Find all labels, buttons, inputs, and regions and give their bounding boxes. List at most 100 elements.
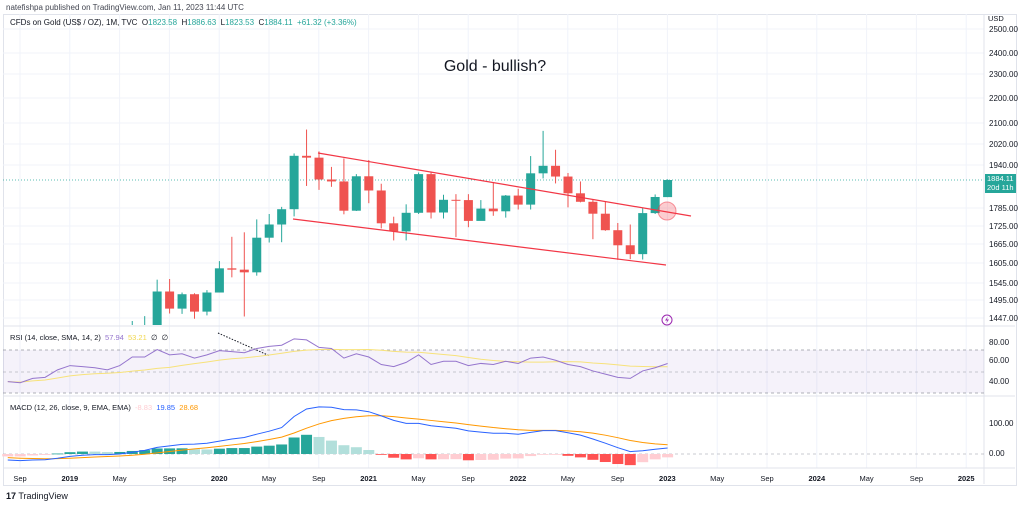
macd-histogram-bar	[388, 454, 400, 458]
candle[interactable]	[488, 182, 498, 216]
rsi-tick: 40.00	[989, 377, 1010, 386]
candle-body	[152, 291, 162, 325]
rsi-divergence-line[interactable]	[217, 332, 271, 357]
time-axis-label: Sep	[610, 474, 625, 483]
annotation-title[interactable]: Gold - bullish?	[443, 58, 547, 75]
candle-body	[214, 268, 224, 293]
candle[interactable]	[426, 171, 436, 219]
candle[interactable]	[302, 129, 312, 186]
candle[interactable]	[389, 216, 399, 241]
candle[interactable]	[588, 199, 598, 240]
macd-histogram-value: -8.83	[135, 403, 153, 412]
candle[interactable]	[264, 214, 274, 243]
candle[interactable]	[439, 194, 448, 219]
time-axis-label: Sep	[909, 474, 924, 483]
candle[interactable]	[326, 166, 336, 187]
candle-body	[501, 195, 511, 212]
currency-label[interactable]: USD	[988, 14, 1004, 23]
candle[interactable]	[538, 130, 548, 179]
publisher-line: natefishpa published on TradingView.com,…	[6, 3, 244, 12]
candle[interactable]	[376, 183, 386, 229]
candle-body	[190, 294, 199, 312]
candle[interactable]	[663, 179, 673, 198]
candle[interactable]	[650, 194, 660, 214]
candle-body	[239, 269, 249, 273]
candle-body	[650, 196, 660, 214]
candle[interactable]	[227, 236, 237, 278]
breakout-circle-marker[interactable]	[657, 201, 677, 221]
channel-upper-trendline[interactable]	[317, 152, 692, 217]
time-axis-label: Sep	[312, 474, 326, 483]
candle[interactable]	[414, 172, 424, 214]
time-axis-label: May	[411, 474, 426, 483]
close-value: 1884.11	[264, 18, 293, 27]
macd-histogram-bar	[400, 454, 412, 460]
macd-histogram-bar	[201, 449, 213, 454]
candle[interactable]	[190, 293, 199, 319]
macd-histogram-bar	[76, 451, 88, 454]
macd-value: 19.85	[156, 403, 176, 412]
candle[interactable]	[638, 207, 648, 260]
candle[interactable]	[551, 149, 561, 184]
candle-body	[364, 176, 374, 191]
candle[interactable]	[575, 181, 585, 203]
price-axis-tick: 2500.00	[989, 24, 1018, 34]
macd-histogram-bar	[413, 454, 425, 459]
channel-lower-trendline[interactable]	[292, 218, 667, 266]
candle[interactable]	[339, 158, 349, 215]
bar-countdown: 20d 11h	[987, 183, 1014, 192]
candle-body	[663, 180, 673, 198]
macd-histogram-bar	[52, 453, 64, 455]
candle[interactable]	[463, 194, 473, 228]
price-axis-tick: 2300.00	[989, 69, 1018, 79]
rsi-legend[interactable]: RSI (14, close, SMA, 14, 2) 57.94 53.21 …	[10, 333, 168, 342]
candle[interactable]	[513, 188, 523, 210]
candle[interactable]	[613, 223, 623, 260]
candle[interactable]	[563, 173, 573, 208]
candle[interactable]	[239, 232, 249, 317]
tradingview-logo[interactable]: 17 TradingView	[6, 491, 68, 501]
symbol-name[interactable]: CFDs on Gold (US$ / OZ), 1M, TVC	[10, 18, 138, 27]
candle[interactable]	[177, 292, 187, 314]
candle-body	[389, 223, 399, 232]
macd-histogram-bar	[89, 451, 101, 454]
candle-body	[551, 165, 561, 177]
rsi-line	[7, 338, 668, 384]
high-value: 1886.63	[187, 18, 217, 27]
macd-histogram-bar	[27, 454, 39, 456]
candle[interactable]	[476, 200, 486, 221]
candle-body	[588, 201, 598, 214]
price-axis-tick: 2400.00	[989, 48, 1018, 58]
candle[interactable]	[501, 195, 511, 218]
candle[interactable]	[351, 174, 361, 211]
candle[interactable]	[202, 290, 212, 316]
macd-histogram-bar	[139, 450, 151, 454]
candle-body	[326, 179, 336, 182]
candle-body	[177, 294, 187, 309]
candle[interactable]	[364, 160, 374, 204]
candle[interactable]	[252, 219, 262, 276]
candle[interactable]	[600, 201, 610, 231]
candle[interactable]	[314, 151, 324, 190]
candle[interactable]	[277, 206, 287, 243]
macd-histogram-bar	[425, 454, 437, 460]
macd-histogram-bar	[587, 454, 599, 460]
macd-legend[interactable]: MACD (12, 26, close, 9, EMA, EMA) -8.83 …	[10, 403, 198, 412]
candle[interactable]	[451, 194, 461, 238]
candle[interactable]	[214, 261, 224, 293]
macd-histogram-bar	[301, 434, 313, 454]
candle[interactable]	[165, 279, 175, 314]
time-axis-label: 2022	[509, 474, 527, 483]
price-axis-tick: 2200.00	[989, 93, 1018, 103]
candle-body	[538, 165, 548, 174]
candle[interactable]	[289, 153, 299, 217]
candle[interactable]	[526, 156, 536, 210]
candle[interactable]	[625, 224, 635, 260]
candle[interactable]	[401, 204, 411, 241]
candle[interactable]	[152, 279, 162, 325]
lightning-icon[interactable]	[661, 314, 673, 326]
macd-histogram-bar	[313, 436, 325, 454]
candle-body	[264, 224, 274, 238]
symbol-legend[interactable]: CFDs on Gold (US$ / OZ), 1M, TVC O1823.5…	[10, 18, 357, 27]
